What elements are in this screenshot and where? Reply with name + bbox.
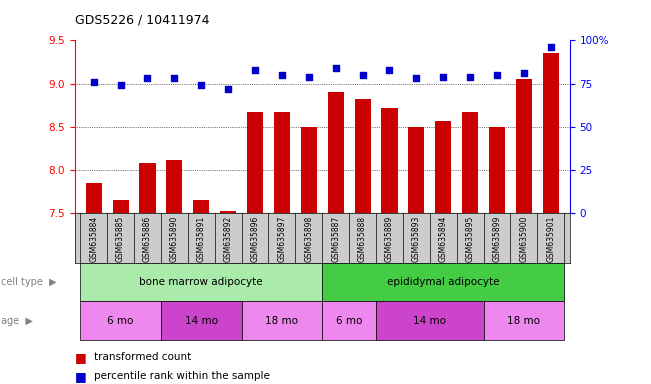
Text: epididymal adipocyte: epididymal adipocyte: [387, 277, 499, 287]
Point: [223, 86, 233, 92]
Text: bone marrow adipocyte: bone marrow adipocyte: [139, 277, 263, 287]
Point: [384, 67, 395, 73]
Bar: [543, 53, 559, 213]
Text: age  ▶: age ▶: [1, 316, 33, 326]
Bar: [80, 301, 161, 340]
Text: GSM635894: GSM635894: [439, 216, 448, 262]
Text: 18 mo: 18 mo: [507, 316, 540, 326]
Text: GSM635893: GSM635893: [412, 216, 421, 262]
Point: [546, 44, 556, 50]
Bar: [408, 127, 424, 213]
Bar: [193, 200, 210, 213]
Text: 6 mo: 6 mo: [336, 316, 363, 326]
Point: [250, 67, 260, 73]
Text: GSM635888: GSM635888: [358, 216, 367, 262]
Bar: [435, 121, 451, 213]
Bar: [381, 108, 398, 213]
Text: GSM635898: GSM635898: [304, 216, 313, 262]
Bar: [274, 112, 290, 213]
Bar: [516, 79, 532, 213]
Bar: [322, 301, 376, 340]
Bar: [322, 263, 564, 301]
Bar: [161, 301, 242, 340]
Text: GSM635899: GSM635899: [493, 216, 501, 262]
Text: GSM635896: GSM635896: [251, 216, 260, 262]
Text: 14 mo: 14 mo: [185, 316, 217, 326]
Point: [357, 72, 368, 78]
Point: [331, 65, 341, 71]
Text: GSM635897: GSM635897: [277, 216, 286, 262]
Point: [115, 82, 126, 88]
Text: GSM635890: GSM635890: [170, 216, 179, 262]
Bar: [376, 301, 484, 340]
Text: GSM635887: GSM635887: [331, 216, 340, 262]
Text: ■: ■: [75, 370, 87, 383]
Point: [303, 73, 314, 79]
Bar: [139, 163, 156, 213]
Text: 14 mo: 14 mo: [413, 316, 447, 326]
Point: [169, 75, 180, 81]
Point: [277, 72, 287, 78]
Bar: [301, 127, 317, 213]
Text: GSM635900: GSM635900: [519, 216, 529, 262]
Text: GSM635891: GSM635891: [197, 216, 206, 262]
Text: GSM635895: GSM635895: [465, 216, 475, 262]
Point: [519, 70, 529, 76]
Point: [465, 73, 475, 79]
Bar: [220, 212, 236, 213]
Bar: [166, 160, 182, 213]
Text: GSM635886: GSM635886: [143, 216, 152, 262]
Text: percentile rank within the sample: percentile rank within the sample: [94, 371, 270, 381]
Bar: [113, 200, 129, 213]
Point: [143, 75, 153, 81]
Text: GSM635901: GSM635901: [546, 216, 555, 262]
Point: [492, 72, 502, 78]
Bar: [80, 263, 322, 301]
Bar: [489, 127, 505, 213]
Bar: [242, 301, 322, 340]
Text: cell type  ▶: cell type ▶: [1, 277, 57, 287]
Bar: [484, 301, 564, 340]
Text: ■: ■: [75, 351, 87, 364]
Bar: [462, 112, 478, 213]
Text: 18 mo: 18 mo: [266, 316, 298, 326]
Text: GSM635885: GSM635885: [116, 216, 125, 262]
Text: GSM635892: GSM635892: [224, 216, 232, 262]
Point: [438, 73, 449, 79]
Bar: [355, 99, 370, 213]
Text: GSM635884: GSM635884: [89, 216, 98, 262]
Bar: [247, 112, 263, 213]
Point: [196, 82, 206, 88]
Text: 6 mo: 6 mo: [107, 316, 133, 326]
Point: [411, 75, 422, 81]
Bar: [327, 92, 344, 213]
Bar: [86, 183, 102, 213]
Text: transformed count: transformed count: [94, 352, 191, 362]
Text: GSM635889: GSM635889: [385, 216, 394, 262]
Point: [89, 79, 99, 85]
Text: GDS5226 / 10411974: GDS5226 / 10411974: [75, 13, 210, 26]
